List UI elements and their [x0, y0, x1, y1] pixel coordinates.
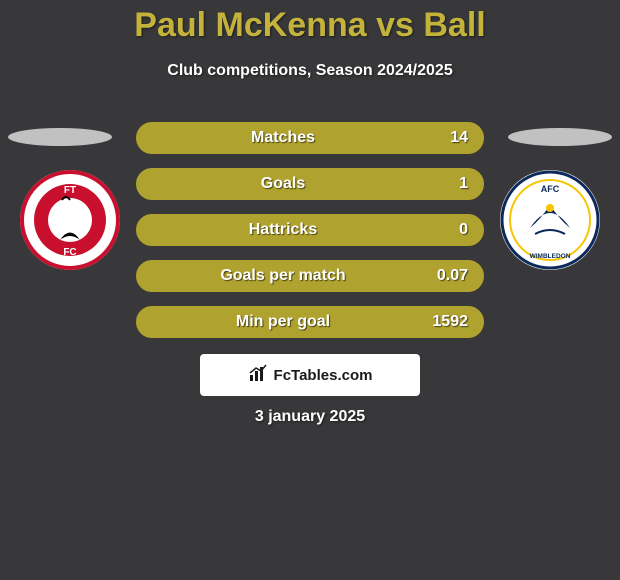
stat-value: 14: [428, 129, 468, 147]
svg-text:WIMBLEDON: WIMBLEDON: [530, 253, 571, 260]
svg-text:AFC: AFC: [541, 184, 560, 194]
stat-row: Goals1: [136, 168, 484, 200]
page-title: Paul McKenna vs Ball: [0, 6, 620, 45]
stat-value: 1592: [428, 313, 468, 331]
team-right-logo: AFC WIMBLEDON: [500, 170, 600, 270]
chart-icon: [248, 363, 268, 388]
stat-label: Min per goal: [138, 313, 428, 331]
team-right-badge: AFC WIMBLEDON: [500, 170, 600, 270]
left-shadow-ellipse: [8, 128, 112, 146]
footer-date: 3 january 2025: [0, 408, 620, 426]
stat-label: Goals per match: [138, 267, 428, 285]
svg-text:FT: FT: [64, 185, 76, 196]
stat-value: 0: [428, 221, 468, 239]
stat-row: Matches14: [136, 122, 484, 154]
stat-label: Goals: [138, 175, 428, 193]
svg-text:FC: FC: [63, 247, 76, 258]
fctables-label: FcTables.com: [274, 367, 373, 384]
stat-label: Matches: [138, 129, 428, 147]
stat-value: 0.07: [428, 267, 468, 285]
fctables-promo[interactable]: FcTables.com: [200, 354, 420, 396]
stat-label: Hattricks: [138, 221, 428, 239]
team-left-logo: FT FC: [20, 170, 120, 270]
team-left-badge: FT FC: [20, 170, 120, 270]
stat-row: Min per goal1592: [136, 306, 484, 338]
right-shadow-ellipse: [508, 128, 612, 146]
stat-row: Hattricks0: [136, 214, 484, 246]
page-subtitle: Club competitions, Season 2024/2025: [0, 62, 620, 80]
stat-row: Goals per match0.07: [136, 260, 484, 292]
stat-value: 1: [428, 175, 468, 193]
